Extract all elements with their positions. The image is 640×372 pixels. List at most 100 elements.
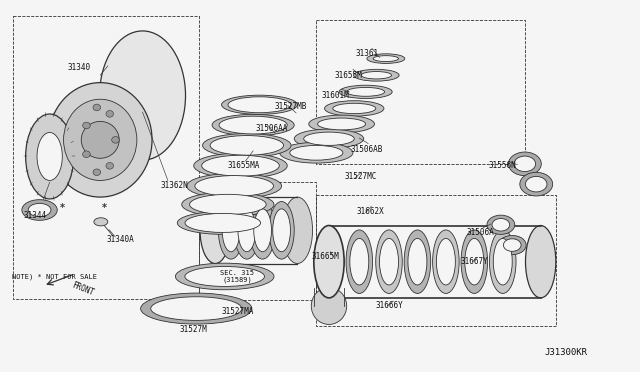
Ellipse shape xyxy=(282,197,312,263)
Ellipse shape xyxy=(250,202,275,259)
Ellipse shape xyxy=(465,238,484,285)
Text: 31506A: 31506A xyxy=(467,228,495,237)
Ellipse shape xyxy=(141,293,252,324)
Text: *: * xyxy=(60,203,65,213)
Text: SEC. 315
(31589): SEC. 315 (31589) xyxy=(220,270,254,283)
Ellipse shape xyxy=(304,132,355,145)
Ellipse shape xyxy=(346,230,372,294)
Ellipse shape xyxy=(28,203,51,217)
Text: *: * xyxy=(102,203,107,213)
Text: 31506AB: 31506AB xyxy=(351,145,383,154)
Text: 31665M: 31665M xyxy=(312,251,340,261)
Ellipse shape xyxy=(525,176,547,192)
Ellipse shape xyxy=(354,69,399,81)
Ellipse shape xyxy=(106,110,113,117)
Ellipse shape xyxy=(189,194,266,215)
Ellipse shape xyxy=(112,137,119,143)
Ellipse shape xyxy=(93,104,100,111)
Ellipse shape xyxy=(308,115,374,133)
Ellipse shape xyxy=(83,151,90,158)
Ellipse shape xyxy=(380,238,399,285)
Text: 31344: 31344 xyxy=(24,211,47,220)
Ellipse shape xyxy=(280,142,353,163)
Ellipse shape xyxy=(311,288,347,324)
Ellipse shape xyxy=(200,197,230,263)
Ellipse shape xyxy=(187,173,282,199)
Ellipse shape xyxy=(219,116,287,134)
Ellipse shape xyxy=(269,202,294,259)
Ellipse shape xyxy=(151,297,242,320)
Ellipse shape xyxy=(100,31,186,160)
Ellipse shape xyxy=(26,114,74,199)
Ellipse shape xyxy=(221,95,298,114)
Text: 31556N: 31556N xyxy=(489,161,516,170)
Ellipse shape xyxy=(361,71,392,79)
Ellipse shape xyxy=(254,209,271,252)
Ellipse shape xyxy=(177,211,268,234)
Ellipse shape xyxy=(185,266,264,286)
Ellipse shape xyxy=(514,156,536,171)
Text: 31655MA: 31655MA xyxy=(227,161,260,170)
Ellipse shape xyxy=(404,230,431,294)
Ellipse shape xyxy=(210,135,284,155)
Ellipse shape xyxy=(182,192,274,217)
Ellipse shape xyxy=(499,235,526,255)
Ellipse shape xyxy=(317,118,365,130)
Text: 31361: 31361 xyxy=(355,49,378,58)
Ellipse shape xyxy=(487,215,515,234)
Ellipse shape xyxy=(436,238,455,285)
Text: 31601M: 31601M xyxy=(321,91,349,100)
Ellipse shape xyxy=(194,153,287,178)
Ellipse shape xyxy=(175,263,274,290)
Ellipse shape xyxy=(238,209,255,252)
Text: 31667Y: 31667Y xyxy=(460,257,488,266)
Text: 31527M: 31527M xyxy=(179,326,207,334)
Ellipse shape xyxy=(492,218,509,231)
Ellipse shape xyxy=(493,238,512,285)
Ellipse shape xyxy=(290,145,343,160)
Ellipse shape xyxy=(339,85,392,99)
Ellipse shape xyxy=(408,238,427,285)
Text: 31527MA: 31527MA xyxy=(221,307,253,316)
Ellipse shape xyxy=(49,83,152,197)
Ellipse shape xyxy=(314,225,344,298)
Ellipse shape xyxy=(367,54,404,63)
Text: 31340A: 31340A xyxy=(106,235,134,244)
Ellipse shape xyxy=(218,202,244,259)
Text: 31362N: 31362N xyxy=(160,182,188,190)
Text: 31340: 31340 xyxy=(68,63,91,72)
Ellipse shape xyxy=(504,239,521,251)
Ellipse shape xyxy=(63,99,137,180)
Ellipse shape xyxy=(373,56,399,62)
Ellipse shape xyxy=(212,114,294,136)
Ellipse shape xyxy=(22,200,57,220)
Ellipse shape xyxy=(234,202,259,259)
Ellipse shape xyxy=(525,225,556,298)
Text: 31662X: 31662X xyxy=(356,207,384,217)
Ellipse shape xyxy=(93,169,100,176)
Ellipse shape xyxy=(203,134,291,157)
Ellipse shape xyxy=(490,230,516,294)
Ellipse shape xyxy=(350,238,369,285)
Ellipse shape xyxy=(294,129,364,148)
Ellipse shape xyxy=(376,230,403,294)
Ellipse shape xyxy=(37,132,62,180)
Ellipse shape xyxy=(333,103,376,113)
Ellipse shape xyxy=(324,101,384,116)
Text: J31300KR: J31300KR xyxy=(545,348,588,357)
Ellipse shape xyxy=(461,230,488,294)
Ellipse shape xyxy=(520,172,553,196)
Ellipse shape xyxy=(83,122,90,129)
Ellipse shape xyxy=(185,214,260,232)
Ellipse shape xyxy=(508,152,541,176)
Ellipse shape xyxy=(433,230,459,294)
Ellipse shape xyxy=(202,155,279,176)
Ellipse shape xyxy=(81,121,119,158)
Text: 31506AA: 31506AA xyxy=(256,124,288,133)
Text: 31655M: 31655M xyxy=(334,71,362,80)
Ellipse shape xyxy=(222,209,240,252)
Text: FRONT: FRONT xyxy=(70,281,95,298)
Ellipse shape xyxy=(347,87,385,96)
Text: 31527MC: 31527MC xyxy=(344,172,377,181)
Ellipse shape xyxy=(228,97,291,113)
